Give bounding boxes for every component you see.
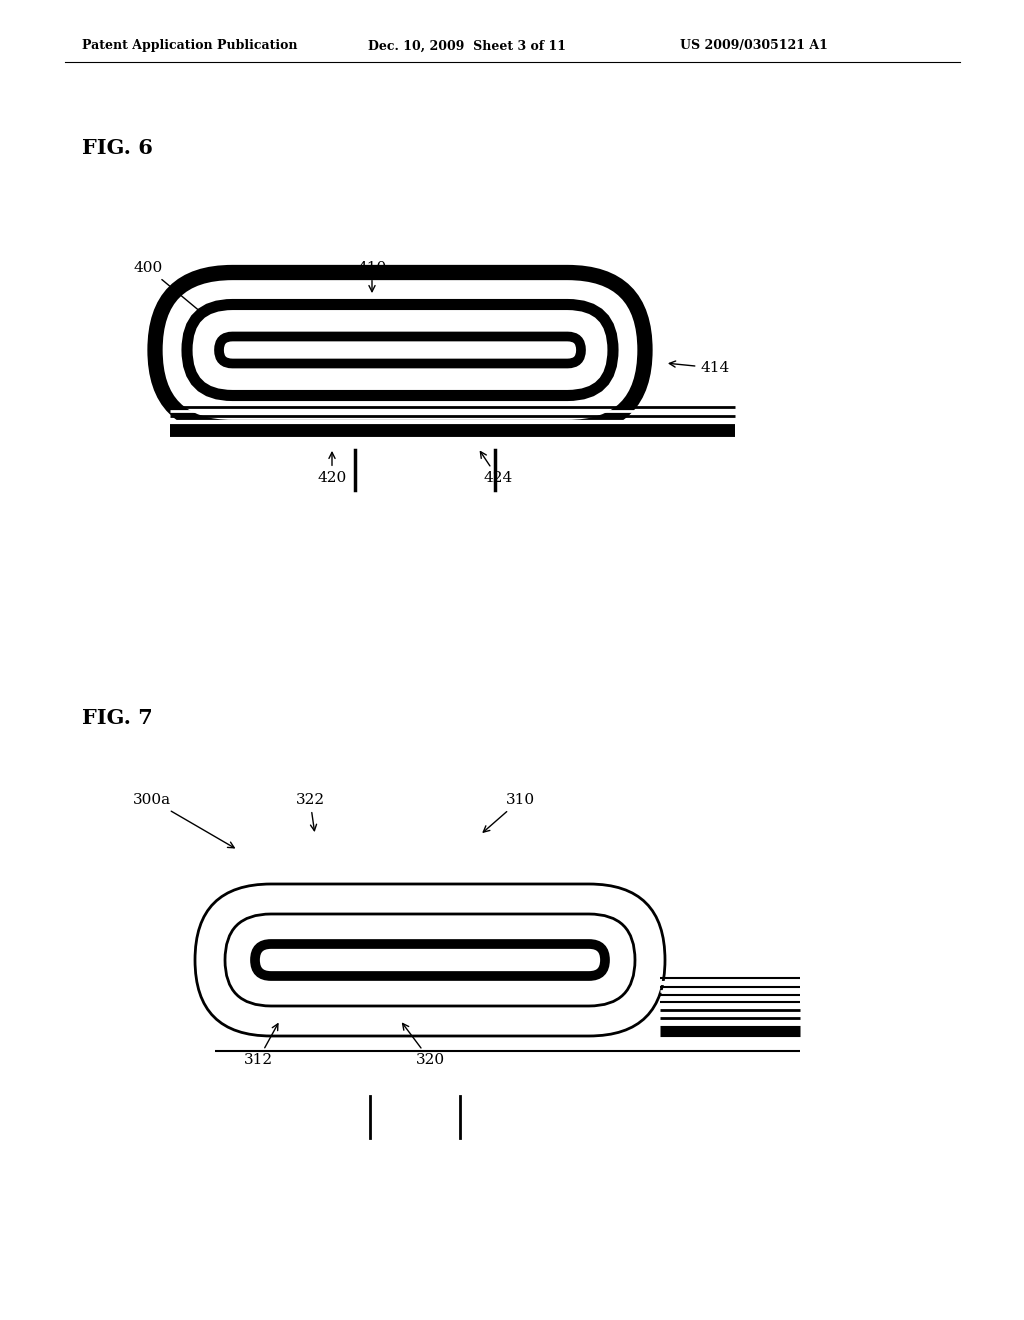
Text: 300a: 300a xyxy=(133,793,234,847)
Text: US 2009/0305121 A1: US 2009/0305121 A1 xyxy=(680,40,827,53)
Text: 322: 322 xyxy=(296,793,325,830)
Text: 320: 320 xyxy=(402,1023,444,1067)
FancyBboxPatch shape xyxy=(145,263,655,437)
FancyBboxPatch shape xyxy=(185,874,675,1045)
Text: FIG. 7: FIG. 7 xyxy=(82,708,153,729)
Text: 420: 420 xyxy=(317,453,347,484)
Text: Patent Application Publication: Patent Application Publication xyxy=(82,40,298,53)
Text: 410: 410 xyxy=(357,261,387,292)
Text: Dec. 10, 2009  Sheet 3 of 11: Dec. 10, 2009 Sheet 3 of 11 xyxy=(368,40,566,53)
Text: FIG. 6: FIG. 6 xyxy=(82,139,153,158)
Text: 310: 310 xyxy=(483,793,535,832)
Text: 312: 312 xyxy=(244,1024,278,1067)
Text: 424: 424 xyxy=(480,451,513,484)
Text: 400: 400 xyxy=(133,261,205,315)
Text: 414: 414 xyxy=(670,360,730,375)
